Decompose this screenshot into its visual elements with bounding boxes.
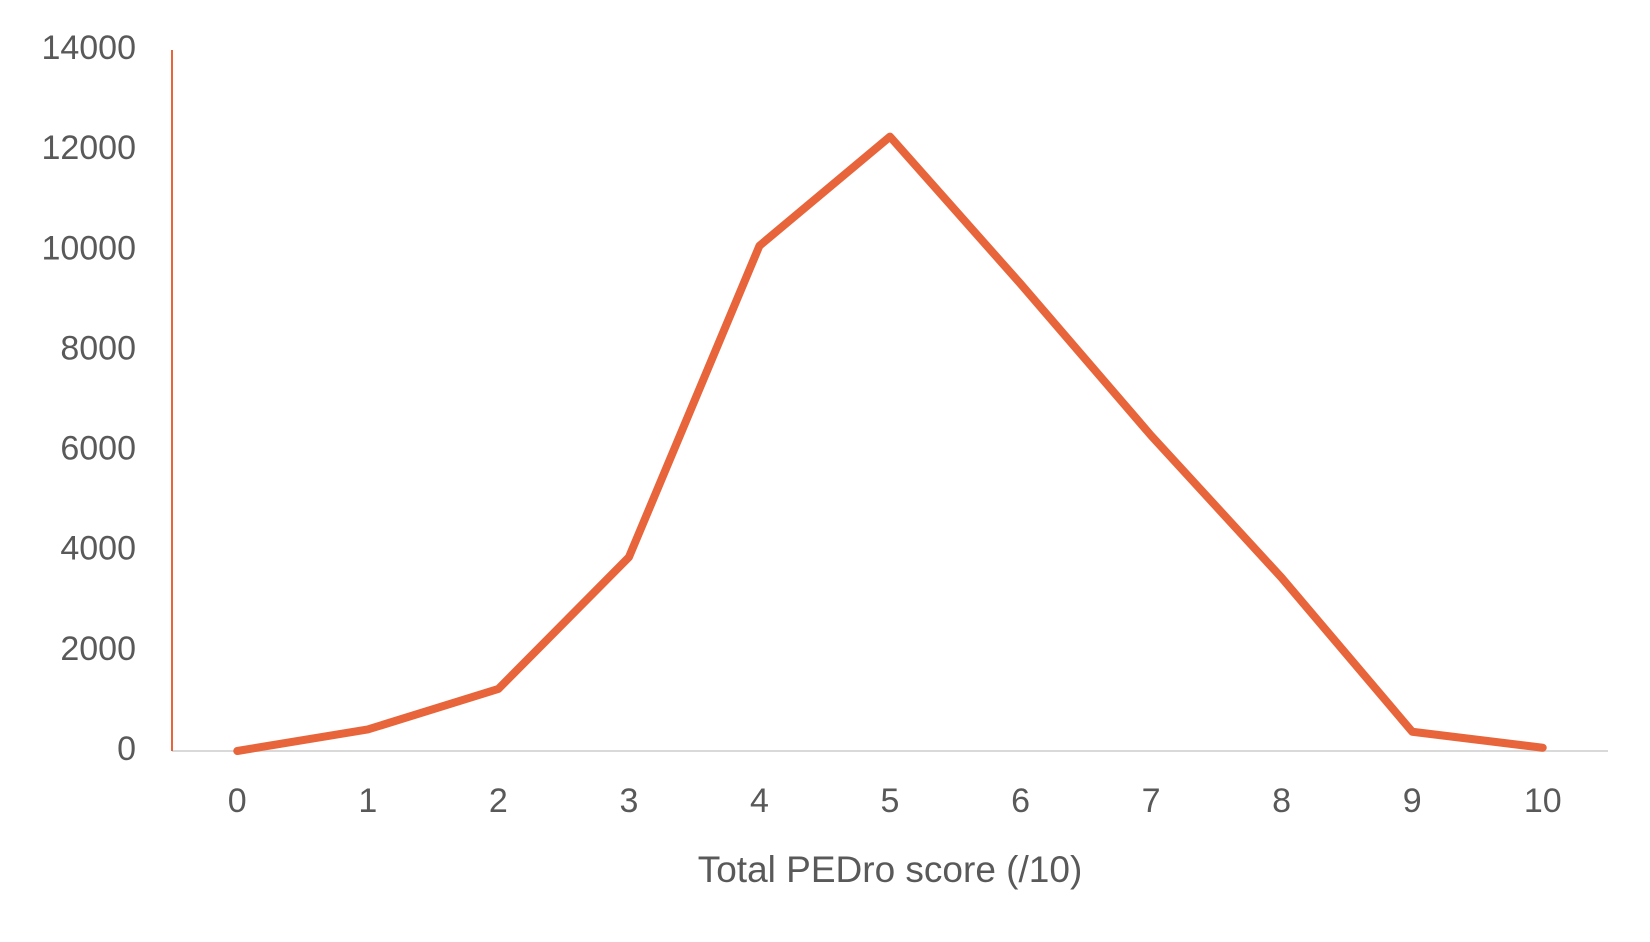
x-tick-label: 7 xyxy=(1142,782,1161,820)
x-axis-label: Total PEDro score (/10) xyxy=(698,849,1083,890)
x-tick-label: 6 xyxy=(1011,782,1030,820)
x-tick-label: 2 xyxy=(489,782,508,820)
y-tick-label: 8000 xyxy=(60,329,136,367)
x-tick-label: 4 xyxy=(750,782,769,820)
y-tick-label: 0 xyxy=(117,730,136,768)
x-tick-label: 5 xyxy=(881,782,900,820)
x-tick-label: 9 xyxy=(1403,782,1422,820)
x-tick-label: 10 xyxy=(1524,782,1562,820)
x-tick-label: 1 xyxy=(358,782,377,820)
x-tick-label: 8 xyxy=(1272,782,1291,820)
y-tick-label: 6000 xyxy=(60,430,136,468)
y-tick-label: 12000 xyxy=(41,129,136,167)
y-tick-label: 14000 xyxy=(41,29,136,67)
x-tick-label: 3 xyxy=(619,782,638,820)
y-tick-label: 4000 xyxy=(60,530,136,568)
y-tick-label: 10000 xyxy=(41,229,136,267)
y-tick-label: 2000 xyxy=(60,630,136,668)
data-line xyxy=(233,132,1547,755)
x-tick-label: 0 xyxy=(228,782,247,820)
